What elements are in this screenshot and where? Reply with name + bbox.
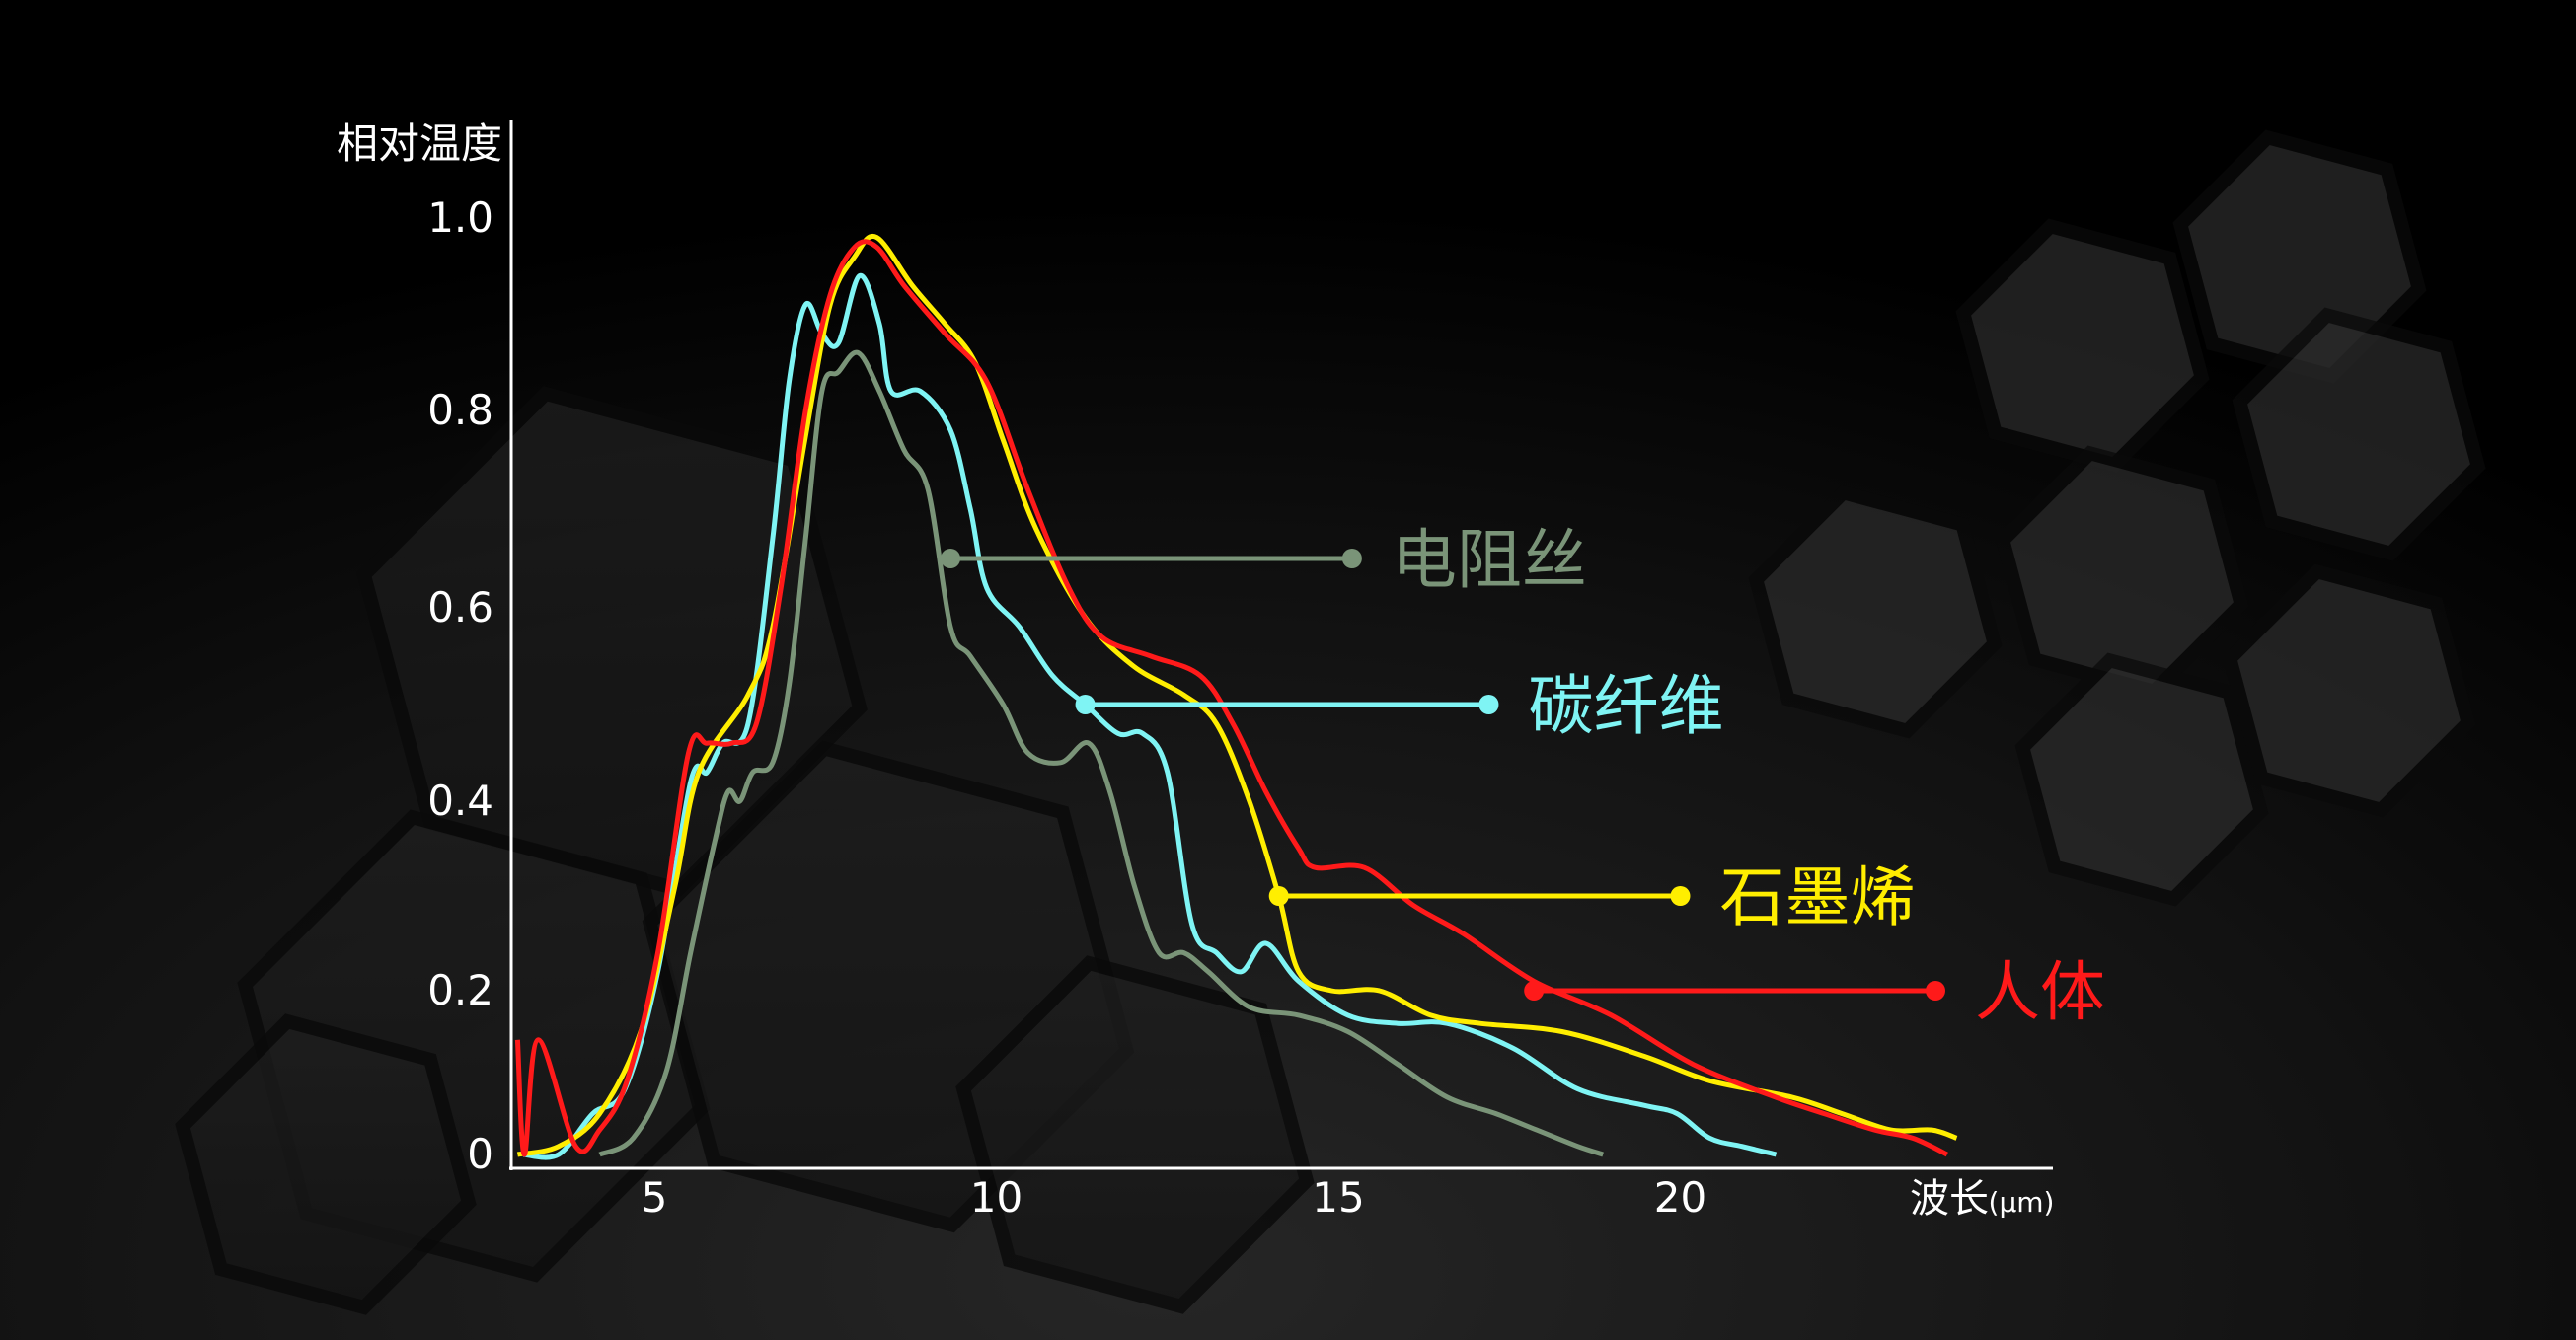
hexagon-shape: [1748, 484, 2003, 739]
y-tick-label: 0.8: [427, 386, 493, 434]
y-axis-label: 相对温度: [337, 119, 502, 168]
x-tick-label: 20: [1654, 1173, 1706, 1222]
x-axis-label: 波长: [1910, 1176, 1989, 1222]
leader-end-dot: [1670, 886, 1691, 906]
y-tick-label: 0.6: [427, 583, 493, 632]
leader-start-dot: [1075, 695, 1096, 714]
y-tick-label: 0.4: [427, 777, 493, 825]
tick-labels: 5 10 15 20 0 0.2 0.4 0.6 0.8 1.0: [427, 193, 1706, 1222]
series-line-0: [598, 349, 1604, 1157]
hexagon-shape: [175, 1013, 477, 1315]
leader-end-dot: [1925, 981, 1945, 1001]
x-axis-unit: (μm): [1989, 1186, 2055, 1219]
series-label: 人体: [1975, 954, 2105, 1030]
hexagon-shape: [2014, 652, 2269, 907]
hexagon-background-decoration: [175, 129, 2486, 1315]
leader-end-dot: [1341, 549, 1362, 568]
hexagon-shape: [2222, 563, 2476, 818]
y-tick-label: 0: [467, 1130, 493, 1178]
series-label: 碳纤维: [1528, 668, 1723, 744]
leader-end-dot: [1478, 695, 1499, 714]
y-tick-label: 0.2: [427, 966, 493, 1014]
series-line-1: [522, 273, 1778, 1160]
leader-start-dot: [941, 549, 961, 568]
series-label: 石墨烯: [1720, 859, 1916, 935]
series-label: 电阻丝: [1392, 522, 1587, 598]
axes: 相对温度 波长 (μm): [337, 119, 2054, 1222]
leader-start-dot: [1268, 886, 1289, 906]
leader-start-dot: [1524, 981, 1545, 1001]
x-tick-label: 10: [970, 1173, 1023, 1222]
y-tick-label: 1.0: [427, 193, 493, 242]
x-tick-label: 5: [642, 1173, 668, 1222]
x-tick-label: 15: [1312, 1173, 1364, 1222]
hexagon-shape: [2232, 307, 2486, 561]
